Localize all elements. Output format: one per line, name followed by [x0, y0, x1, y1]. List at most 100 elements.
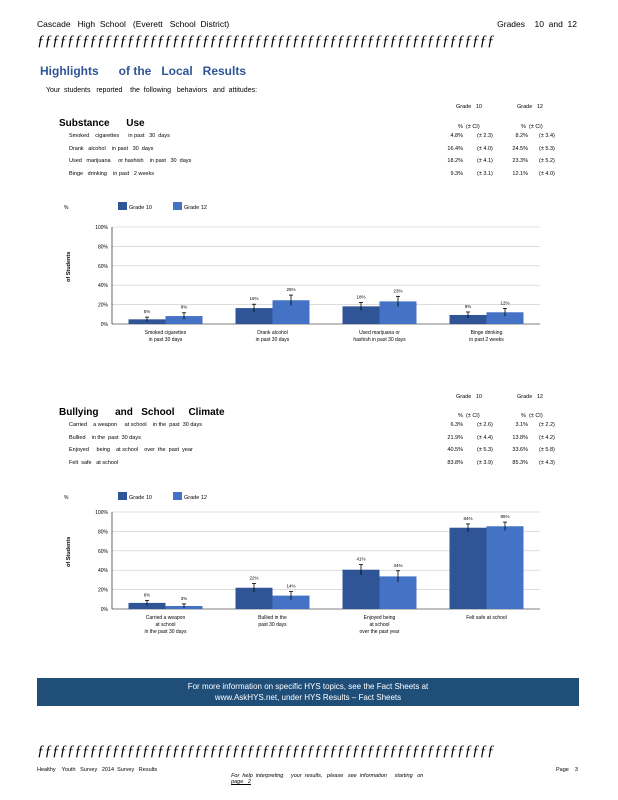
legend-label: Grade 12	[184, 205, 207, 211]
bar	[486, 526, 524, 609]
footer-help-prefix: For help interpreting your results, plea…	[231, 773, 424, 779]
bar	[128, 319, 166, 324]
ci-header-g10: % (± CI)	[458, 124, 480, 130]
y-tick-label: 100%	[95, 225, 108, 231]
grade10-ci: (± 2.6)	[477, 422, 493, 428]
col-grade10-header-2: Grade 10	[456, 394, 482, 400]
grade12-ci: (± 4.2)	[539, 434, 555, 441]
data-label: 34%	[393, 563, 402, 568]
data-label: 12%	[500, 300, 509, 305]
y-tick-label: 40%	[98, 283, 109, 289]
y-tick-label: 100%	[95, 510, 108, 516]
legend-swatch	[118, 202, 127, 210]
intro-text: Your students reported the following beh…	[46, 87, 258, 94]
bar	[342, 306, 380, 324]
row-label: Felt safe at school	[69, 459, 119, 466]
grades-label: Grades 10 and 12	[497, 19, 577, 29]
y-tick-label: 60%	[98, 549, 109, 555]
row-label: Binge drinking in past 2 weeks	[69, 170, 154, 177]
grade10-value: 6.3%	[450, 422, 463, 428]
bullying-climate-chart: % Grade 10 Grade 12 of Students 100% 80% 60% 40…	[64, 492, 540, 635]
bar	[342, 569, 380, 609]
x-tick-label: Bullied in the	[258, 615, 287, 621]
data-label: 22%	[249, 575, 258, 580]
grade10-value: 21.9%	[447, 434, 463, 441]
grade10-ci: (± 4.1)	[477, 158, 493, 164]
x-tick-label: in past 30 days	[256, 337, 290, 343]
footer-page-link[interactable]: page 2	[231, 779, 251, 785]
x-tick-label: Drank alcohol	[257, 330, 288, 336]
footer-separator: ƒƒƒƒƒƒƒƒƒƒƒƒƒƒƒƒƒƒƒƒƒƒƒƒƒƒƒƒƒƒƒƒƒƒƒƒƒƒƒƒ…	[37, 743, 495, 759]
bar	[379, 301, 417, 324]
legend-swatch	[173, 492, 182, 500]
x-tick-label: Felt safe at school	[466, 615, 507, 621]
ci-header-g12: % (± CI)	[521, 124, 543, 130]
grade12-ci: (± 5.2)	[539, 158, 555, 164]
grade12-ci: (± 2.2)	[539, 422, 555, 428]
data-label: 14%	[286, 584, 295, 589]
bar	[272, 300, 310, 324]
grade12-value: 8.2%	[515, 133, 528, 139]
grade12-value: 23.3%	[512, 158, 528, 164]
x-tick-label: Smoked cigarettes	[145, 330, 187, 336]
y-axis-label: of Students	[66, 252, 72, 282]
data-label: 18%	[356, 294, 365, 299]
grade10-ci: (± 5.3)	[477, 447, 493, 453]
y-tick-label: 80%	[98, 244, 109, 250]
x-tick-label: at school	[369, 622, 389, 628]
section-heading-substance: Substance Use	[59, 118, 145, 129]
data-label: 16%	[249, 296, 258, 301]
y-axis-label: of Students	[66, 537, 72, 567]
bar	[449, 314, 487, 324]
grade12-ci: (± 3.4)	[539, 133, 555, 139]
grade10-ci: (± 3.1)	[477, 170, 493, 177]
footer-page-number: Page 3	[555, 767, 578, 773]
bar	[449, 527, 487, 609]
row-label: Drank alcohol in past 30 days	[69, 145, 154, 152]
bar	[272, 595, 310, 609]
y-tick-label: 20%	[98, 588, 109, 594]
x-tick-label: past 30 days	[258, 622, 287, 628]
header-separator: ƒƒƒƒƒƒƒƒƒƒƒƒƒƒƒƒƒƒƒƒƒƒƒƒƒƒƒƒƒƒƒƒƒƒƒƒƒƒƒƒ…	[37, 33, 495, 49]
substance-use-chart: % Grade 10 Grade 12 of Students 100% 80% 60% 40…	[64, 202, 540, 343]
bar	[235, 308, 273, 324]
section-heading-bullying: Bullying and School Climate	[59, 407, 225, 418]
y-tick-label: 40%	[98, 568, 109, 574]
x-tick-label: Used marijuana or	[359, 330, 400, 336]
data-label: 41%	[356, 557, 365, 562]
grade10-ci: (± 4.0)	[477, 145, 493, 152]
school-name: Cascade High School (Everett School Dist…	[37, 19, 230, 29]
x-tick-label: Carried a weapon	[146, 615, 186, 621]
banner-line-2[interactable]: www.AskHYS.net, under HYS Results – Fact…	[214, 693, 402, 702]
grade12-ci: (± 5.8)	[539, 447, 555, 453]
grade10-ci: (± 3.9)	[477, 459, 493, 466]
footer-help-text: For help interpreting your results, plea…	[228, 767, 423, 785]
legend-label: Grade 10	[129, 205, 152, 211]
data-label: 23%	[393, 288, 402, 293]
legend-marker: %	[64, 205, 69, 211]
row-label: Enjoyed being at school over the past ye…	[69, 447, 193, 453]
grade12-value: 13.8%	[512, 434, 528, 441]
y-tick-label: 80%	[98, 529, 109, 535]
grade10-value: 4.8%	[450, 133, 463, 139]
grade10-ci: (± 4.4)	[477, 434, 493, 441]
row-label: Used marijuana or hashish in past 30 day…	[69, 158, 192, 164]
page-title: Highlights of the Local Results	[40, 64, 247, 78]
x-tick-label: over the past year	[359, 629, 399, 635]
grade10-ci: (± 2.3)	[477, 133, 493, 139]
data-label: 9%	[465, 304, 472, 309]
ci-header-g12-2: % (± CI)	[521, 413, 543, 419]
grade10-value: 40.5%	[447, 447, 463, 453]
footer-survey-name: Healthy Youth Survey 2014 Survey Results	[37, 767, 158, 773]
grade12-value: 33.6%	[512, 447, 528, 453]
grade10-value: 9.3%	[450, 170, 463, 177]
y-tick-label: 20%	[98, 303, 109, 309]
x-tick-label: Binge drinking	[471, 330, 503, 336]
x-tick-label: at school	[155, 622, 175, 628]
col-grade12-header-2: Grade 12	[517, 394, 543, 400]
data-label: 6%	[144, 592, 151, 597]
y-tick-label: 0%	[101, 322, 109, 328]
grade10-value: 16.4%	[447, 145, 463, 152]
col-grade10-header: Grade 10	[456, 104, 482, 110]
row-label: Carried a weapon at school in the past 3…	[69, 422, 202, 428]
